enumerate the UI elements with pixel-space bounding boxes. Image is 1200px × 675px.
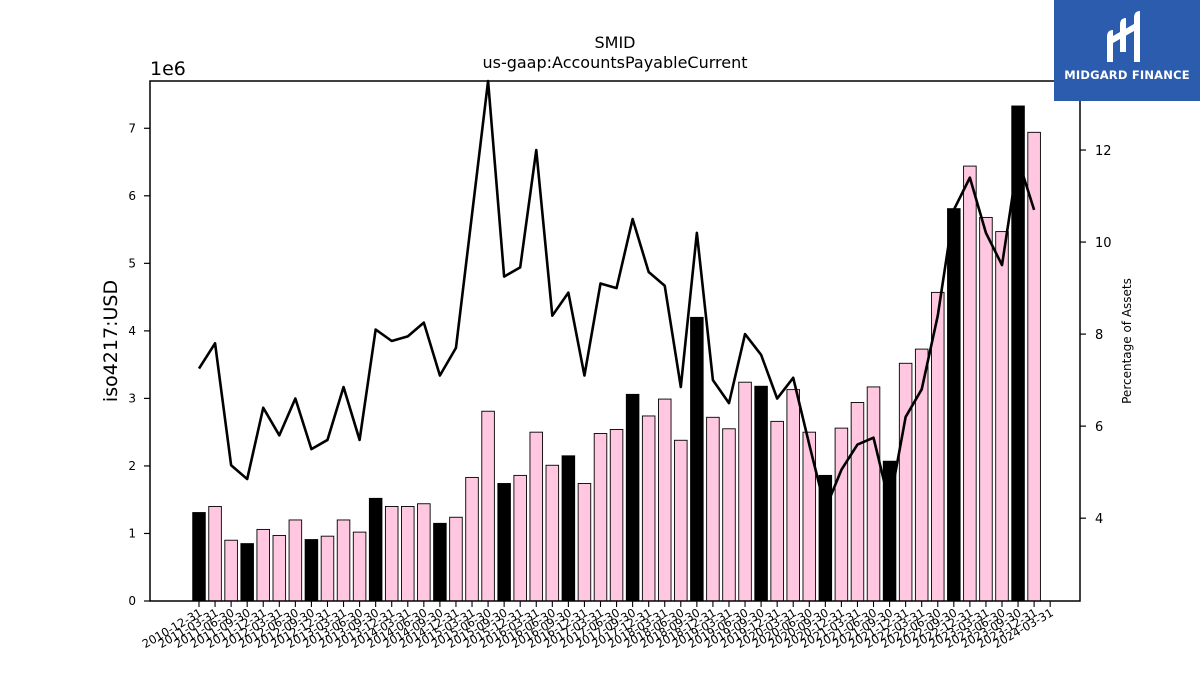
- midgard-logo-icon: [1107, 11, 1140, 62]
- bar-2023-12-31: [1027, 131, 1041, 602]
- bar-2016-03-31: [529, 431, 544, 602]
- bar-2018-12-31: [706, 416, 720, 602]
- bar-2019-12-31: [770, 420, 784, 602]
- y2-tick-label: 8: [1095, 328, 1103, 343]
- bar-2021-06-30: [866, 386, 881, 602]
- y2-tick-label: 12: [1095, 144, 1112, 159]
- bar-2018-09-30: [690, 316, 704, 602]
- bar-2015-06-30: [481, 410, 495, 602]
- bar-2013-06-30: [352, 531, 367, 602]
- y2-tick-label: 10: [1095, 236, 1112, 251]
- bar-2014-06-30: [417, 503, 431, 602]
- bar-2012-03-31: [272, 535, 287, 602]
- y-tick-label: 1: [128, 526, 136, 540]
- bar-2016-09-30: [561, 455, 576, 602]
- bar-2011-03-31: [208, 506, 222, 602]
- plot-frame: [149, 80, 1081, 602]
- bar-series: [192, 105, 1041, 602]
- bar-2020-12-31: [834, 427, 849, 602]
- bar-2017-12-31: [641, 415, 656, 602]
- y2-tick-label: 6: [1095, 420, 1103, 435]
- y2-tick-label: 4: [1095, 512, 1103, 527]
- y-tick-label: 5: [128, 256, 136, 270]
- y-tick-label: 3: [128, 391, 136, 405]
- bar-2017-06-30: [609, 429, 624, 602]
- bar-2019-03-31: [722, 428, 736, 602]
- bar-2014-03-31: [401, 506, 415, 602]
- bar-2018-03-31: [657, 398, 672, 602]
- bar-2013-09-30: [368, 497, 383, 602]
- x-axis: 2010-12-312011-03-312011-06-302011-09-30…: [140, 601, 1056, 651]
- percentage-of-assets-line: [197, 79, 1036, 511]
- y2-axis-label: Percentage of Assets: [1120, 278, 1134, 404]
- right-y-axis: 4 6 8 10 12: [1080, 144, 1112, 527]
- logo-text: MIDGARD FINANCE: [1064, 68, 1190, 82]
- bar-2016-06-30: [545, 464, 560, 602]
- bar-2013-03-31: [336, 519, 351, 602]
- bar-2021-03-31: [850, 402, 865, 602]
- bar-2011-09-30: [240, 543, 254, 602]
- bar-2010-12-31: [192, 512, 206, 602]
- left-y-axis: 0 1 2 3 4 5 6 7: [128, 121, 150, 608]
- chart-subtitle: us-gaap:AccountsPayableCurrent: [482, 53, 747, 72]
- y-tick-label: 7: [128, 121, 136, 135]
- bar-2012-09-30: [304, 539, 319, 602]
- bar-2019-06-30: [738, 381, 752, 602]
- bar-2016-12-31: [577, 483, 592, 602]
- bar-2011-06-30: [224, 539, 238, 602]
- y-tick-label: 0: [128, 594, 136, 608]
- bar-2011-12-31: [256, 528, 270, 602]
- bar-2019-09-30: [754, 385, 768, 602]
- bar-2023-03-31: [979, 216, 993, 602]
- bar-2022-12-31: [963, 165, 977, 602]
- bar-2013-12-31: [384, 506, 399, 602]
- bar-2021-12-31: [898, 362, 913, 602]
- y-axis-label: iso4217:USD: [100, 280, 122, 402]
- bar-2020-03-31: [786, 389, 800, 602]
- bar-2023-06-30: [995, 231, 1009, 602]
- bar-2017-09-30: [625, 393, 640, 602]
- bar-2014-09-30: [433, 522, 447, 602]
- y-tick-label: 6: [128, 189, 136, 203]
- bar-2022-09-30: [947, 208, 961, 602]
- bar-2017-03-31: [593, 433, 608, 602]
- bar-2015-03-31: [465, 476, 479, 602]
- y-multiplier-label: 1e6: [150, 58, 186, 80]
- y-tick-label: 2: [128, 459, 136, 473]
- bar-2012-12-31: [320, 535, 335, 602]
- bar-2012-06-30: [288, 519, 303, 602]
- chart-title: SMID: [595, 33, 636, 52]
- bar-2015-09-30: [497, 483, 511, 602]
- y-tick-label: 4: [128, 324, 136, 338]
- bar-2014-12-31: [449, 516, 463, 602]
- bar-2015-12-31: [513, 474, 527, 602]
- midgard-finance-logo: MIDGARD FINANCE: [1054, 0, 1200, 101]
- bar-2018-06-30: [674, 439, 688, 602]
